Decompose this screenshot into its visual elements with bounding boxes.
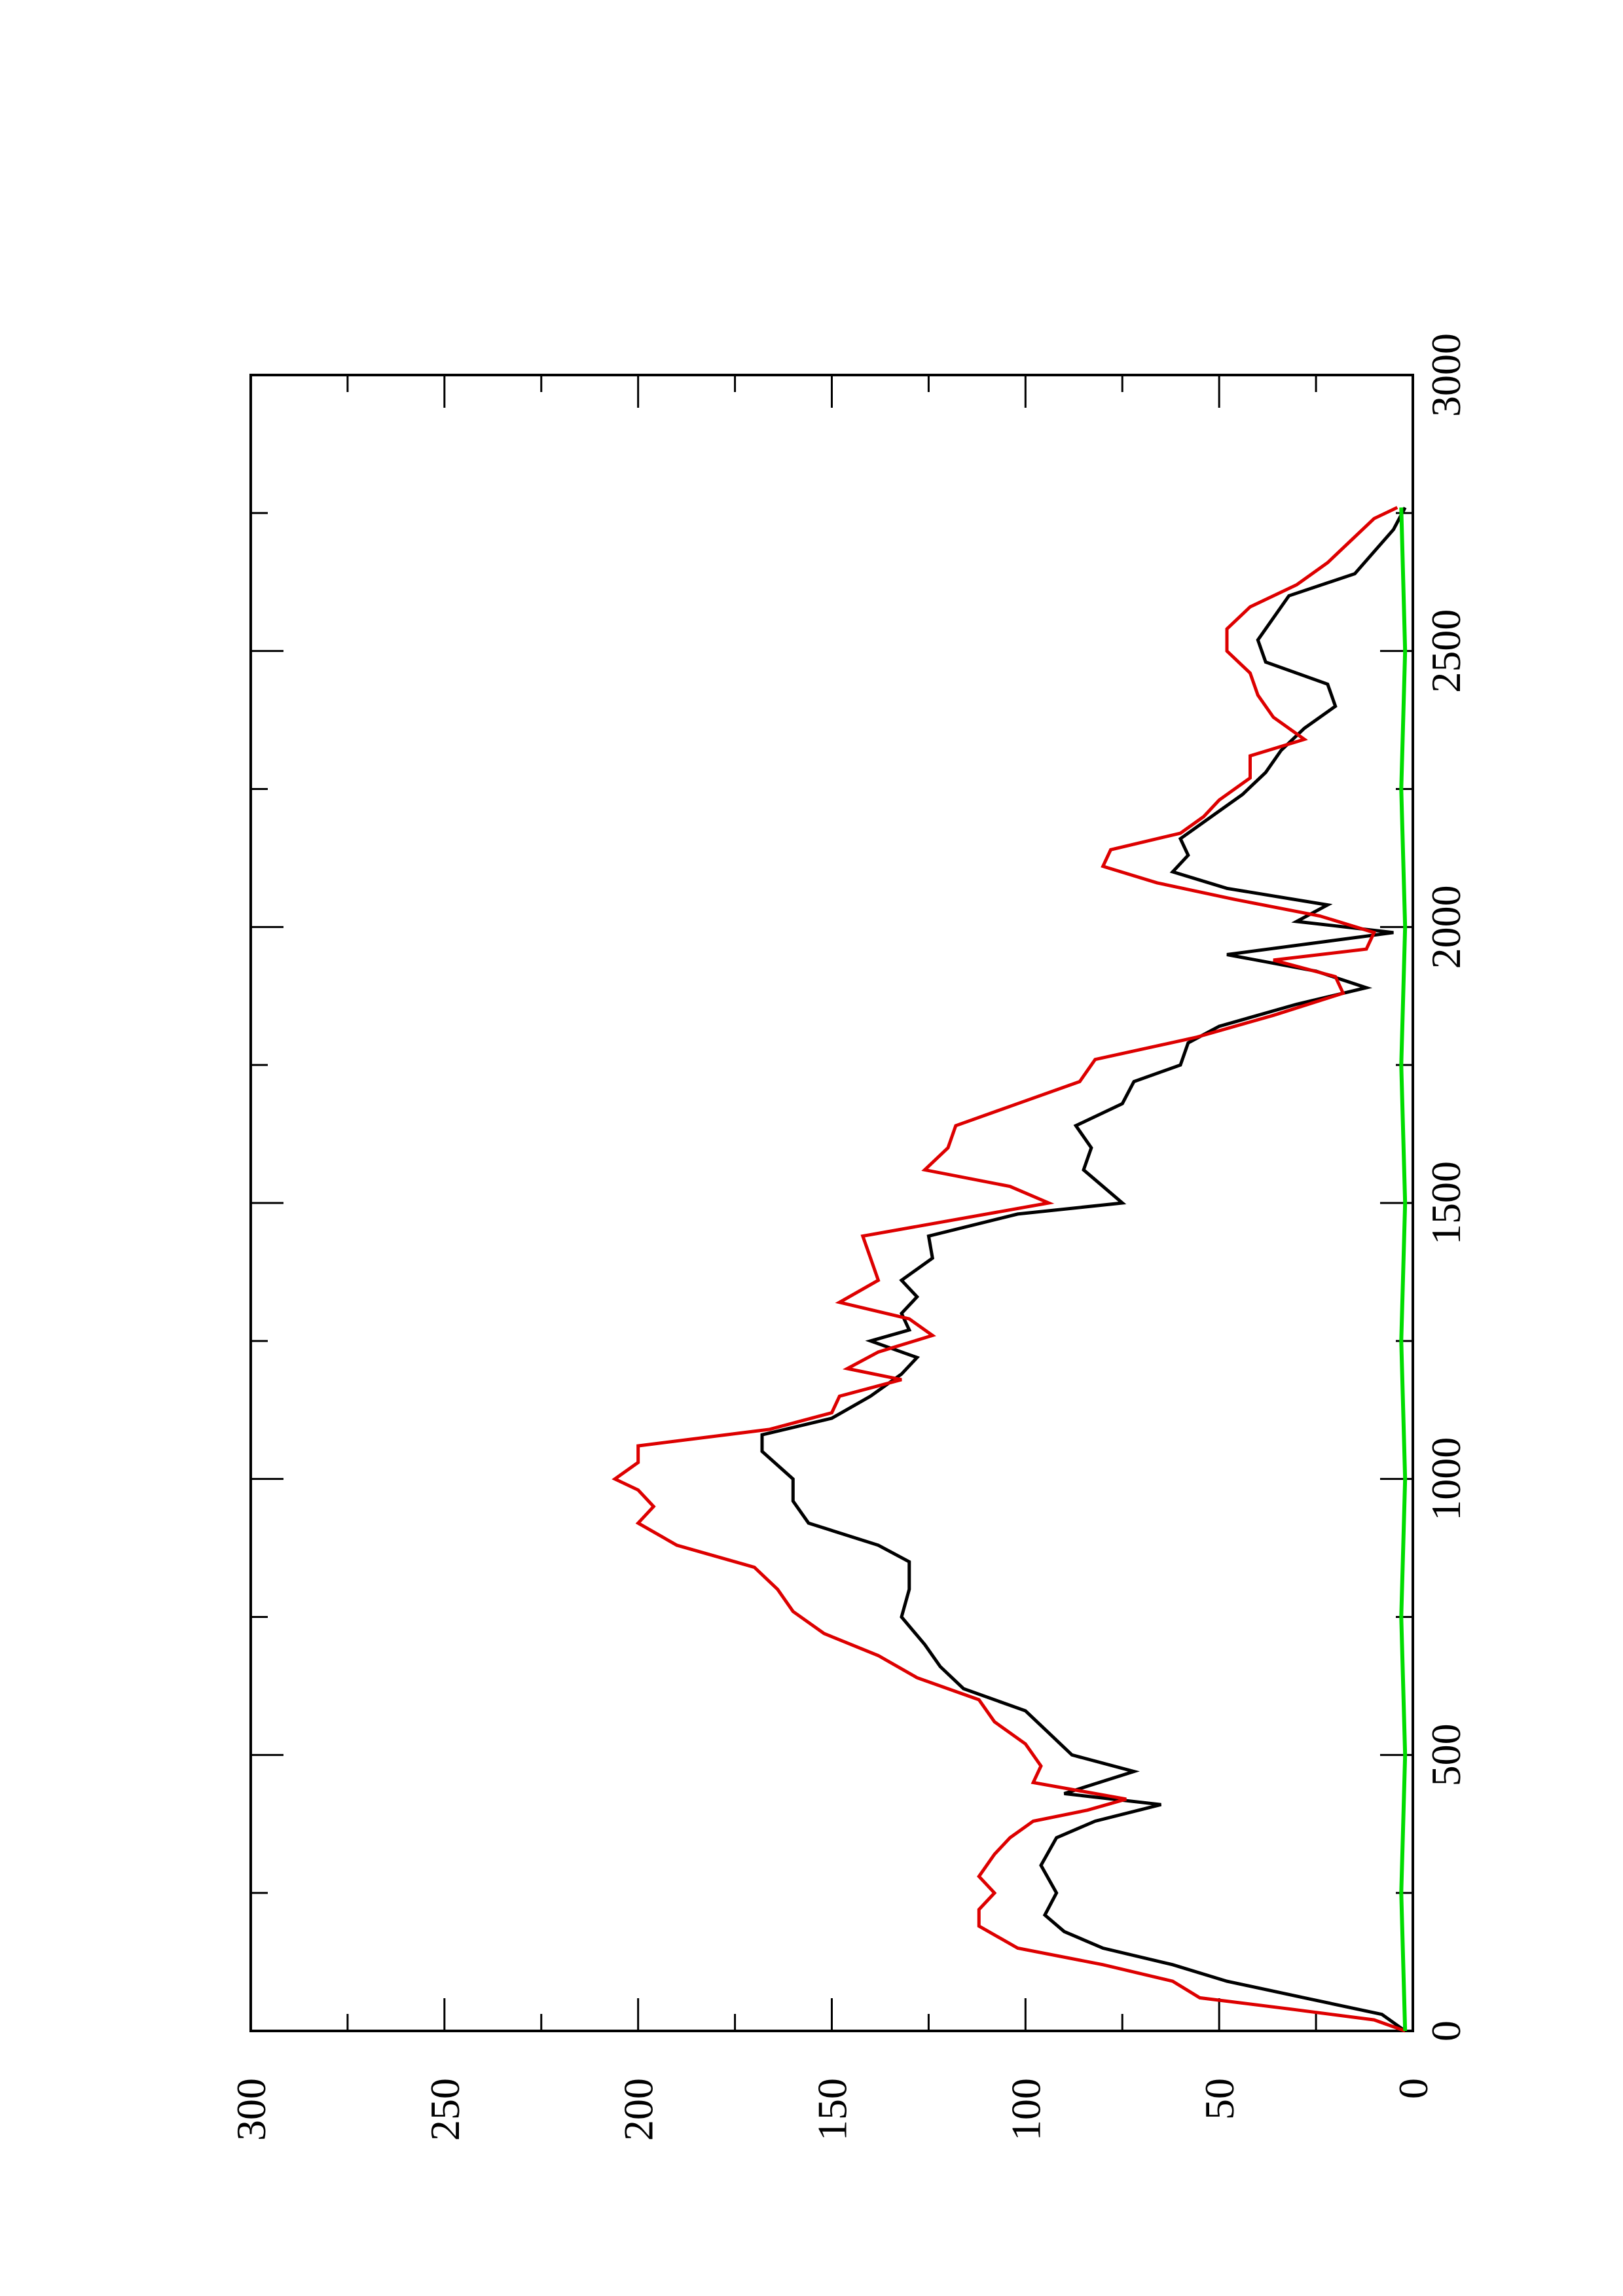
x-tick-label: 2500 <box>1423 609 1469 693</box>
x-tick-label: 0 <box>1423 2020 1469 2041</box>
x-tick-label: 1000 <box>1423 1437 1469 1521</box>
series-line-1 <box>611 506 1406 2033</box>
y-tick-label: 50 <box>1196 2078 1243 2120</box>
axis-tick-labels: 0 500 1000 1500 2000 2500 3000 0 50 100 150 200 250 3… <box>228 333 1469 2141</box>
y-tick-label: 0 <box>1390 2078 1436 2099</box>
x-tick-label: 500 <box>1423 1723 1469 1786</box>
series-line-0 <box>760 507 1407 2033</box>
series-layer <box>611 506 1408 2033</box>
y-tick-label: 150 <box>809 2078 856 2141</box>
y-tick-label: 100 <box>1002 2078 1049 2141</box>
y-tick-label: 300 <box>228 2078 274 2141</box>
y-tick-label: 200 <box>615 2078 662 2141</box>
y-tick-label: 250 <box>422 2078 468 2141</box>
x-tick-label: 2000 <box>1423 885 1469 969</box>
x-tick-label: 1500 <box>1423 1161 1469 1245</box>
series-line-2 <box>1399 507 1408 2032</box>
x-tick-label: 3000 <box>1423 333 1469 417</box>
plot-frame <box>249 374 1414 2032</box>
axis-ticks <box>249 374 1414 2032</box>
